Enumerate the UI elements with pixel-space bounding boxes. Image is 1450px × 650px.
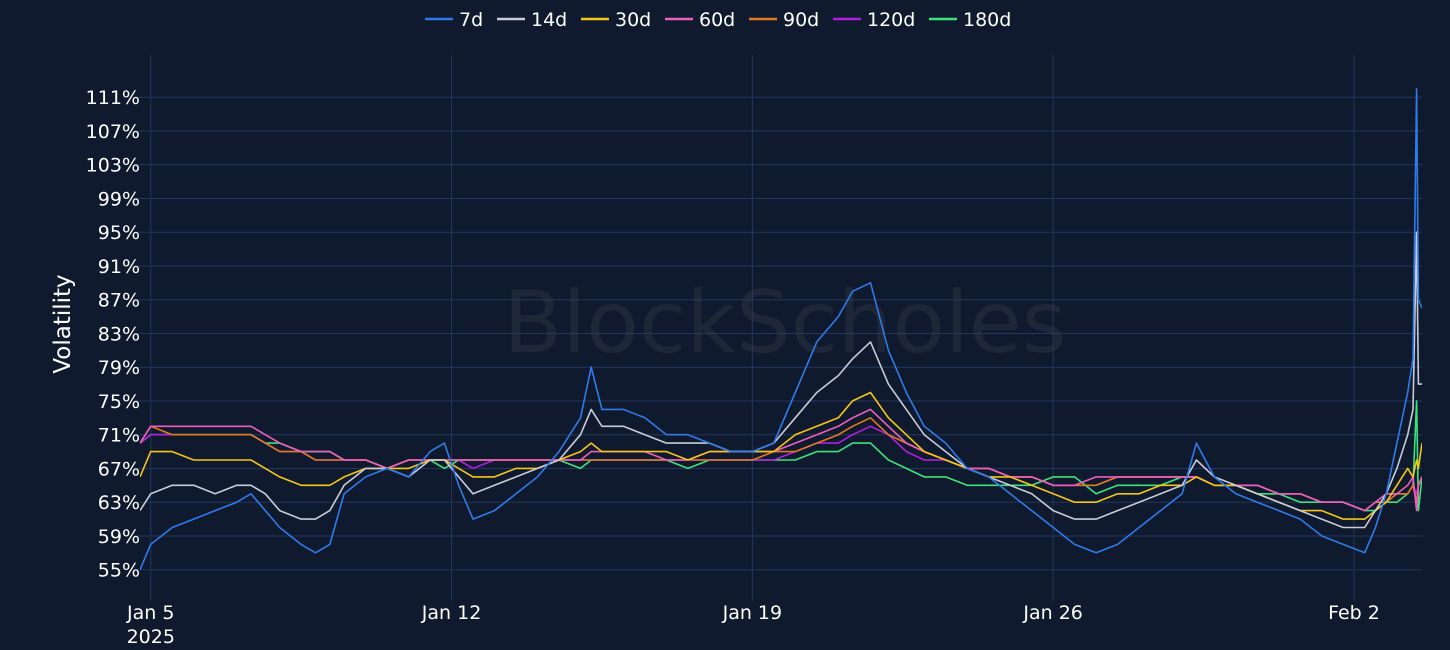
legend-label: 14d <box>531 9 567 31</box>
y-tick-label: 55% <box>98 560 140 582</box>
legend-label: 30d <box>615 9 651 31</box>
series-line-60d <box>140 408 1422 512</box>
x-tick-label: Jan 26 <box>1022 602 1083 624</box>
y-tick-label: 95% <box>98 222 140 244</box>
legend-label: 180d <box>963 9 1011 31</box>
x-tick-label: Jan 19 <box>722 602 783 624</box>
series-line-7d <box>140 88 1422 571</box>
watermark-text: BlockScholes <box>503 273 1066 373</box>
y-tick-label: 111% <box>86 87 140 109</box>
y-tick-label: 67% <box>98 458 140 480</box>
legend-item-120d: 120d <box>833 9 915 31</box>
legend-label: 90d <box>783 9 819 31</box>
legend-item-30d: 30d <box>581 9 651 31</box>
legend-item-7d: 7d <box>425 9 483 31</box>
y-tick-label: 59% <box>98 526 140 548</box>
y-tick-label: 103% <box>86 155 140 177</box>
y-tick-label: 79% <box>98 357 140 379</box>
y-axis-ticks: 55% 59% 63% 67% 71% 75% 79% 83% 87% 91% 95% 99% 103%… <box>86 87 140 582</box>
legend-label: 60d <box>699 9 735 31</box>
series-line-180d <box>140 400 1422 512</box>
x-tick-label: Feb 2 <box>1328 602 1380 624</box>
y-tick-label: 63% <box>98 492 140 514</box>
y-tick-label: 99% <box>98 188 140 210</box>
legend-item-14d: 14d <box>497 9 567 31</box>
x-tick-label: Jan 5 <box>126 602 174 624</box>
legend-item-90d: 90d <box>749 9 819 31</box>
series-line-90d <box>140 417 1422 512</box>
y-axis-title: Volatility <box>50 274 76 373</box>
y-tick-label: 91% <box>98 256 140 278</box>
series-line-14d <box>140 231 1422 529</box>
x-tick-label: Jan 12 <box>421 602 482 624</box>
y-tick-label: 71% <box>98 425 140 447</box>
y-tick-label: 75% <box>98 391 140 413</box>
x-tick-sublabel: 2025 <box>127 626 175 648</box>
legend-item-180d: 180d <box>929 9 1011 31</box>
series-lines <box>140 88 1422 571</box>
y-tick-label: 83% <box>98 323 140 345</box>
legend-item-60d: 60d <box>665 9 735 31</box>
legend: 7d 14d 30d 60d 90d 120d 180d <box>425 9 1011 31</box>
y-tick-label: 87% <box>98 290 140 312</box>
y-tick-label: 107% <box>86 121 140 143</box>
legend-label: 7d <box>459 9 483 31</box>
series-line-30d <box>140 391 1422 520</box>
grid <box>140 55 1422 595</box>
legend-label: 120d <box>867 9 915 31</box>
